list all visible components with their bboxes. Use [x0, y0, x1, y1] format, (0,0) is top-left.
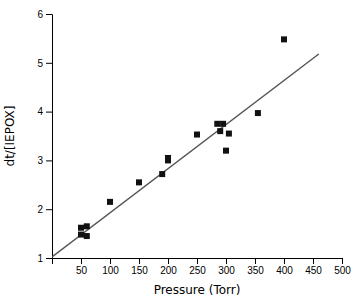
tick-mark	[46, 258, 52, 259]
tick-mark	[168, 258, 169, 264]
tick: 6	[37, 9, 52, 20]
tick-label: 1	[37, 253, 43, 264]
y-axis: 1 2 3 4 5 6	[37, 9, 52, 264]
tick-label: 2	[37, 204, 43, 215]
tick-label: 250	[189, 265, 206, 276]
data-point	[84, 233, 90, 239]
data-point	[84, 223, 90, 229]
tick: 250	[189, 258, 206, 276]
tick-mark	[139, 258, 140, 264]
axis-line	[46, 15, 53, 259]
tick: 450	[305, 258, 322, 276]
plot-area: 50 100 150 200 250 300 350 400 450 500 1 2 3 4 5 6	[37, 9, 351, 276]
data-point	[136, 179, 142, 185]
tick: 500	[334, 258, 351, 276]
tick: 350	[247, 258, 264, 276]
tick-label: 300	[218, 265, 235, 276]
tick-mark	[197, 258, 198, 264]
tick-label: 50	[76, 265, 88, 276]
tick-label: 6	[37, 9, 43, 20]
tick-mark	[46, 160, 52, 161]
data-point	[165, 155, 171, 161]
data-point	[223, 148, 229, 154]
data-point	[78, 225, 84, 231]
x-axis: 50 100 150 200 250 300 350 400 450 500	[53, 258, 352, 276]
data-point	[226, 131, 232, 137]
tick-mark	[255, 258, 256, 264]
data-point	[194, 132, 200, 138]
tick: 3	[37, 155, 52, 166]
tick-mark	[342, 258, 343, 264]
tick: 200	[160, 258, 177, 276]
data-point	[78, 232, 84, 238]
tick: 1	[37, 253, 52, 264]
axis-line	[53, 259, 343, 265]
chart: 50 100 150 200 250 300 350 400 450 500 1 2 3 4 5 6 Press…	[0, 0, 360, 302]
tick-label: 3	[37, 155, 43, 166]
tick: 100	[102, 258, 119, 276]
tick-mark	[46, 14, 52, 15]
data-point	[214, 121, 220, 127]
data-point	[159, 171, 165, 177]
tick: 150	[131, 258, 148, 276]
tick-mark	[46, 63, 52, 64]
tick-mark	[81, 258, 82, 264]
data-point	[217, 128, 223, 134]
tick-mark	[226, 258, 227, 264]
tick: 50	[76, 258, 88, 276]
tick-label: 4	[37, 106, 43, 117]
tick: 2	[37, 204, 52, 215]
tick-label: 100	[102, 265, 119, 276]
tick: 300	[218, 258, 235, 276]
tick: 400	[276, 258, 293, 276]
tick-mark	[313, 258, 314, 264]
tick-mark	[110, 258, 111, 264]
tick-label: 150	[131, 265, 148, 276]
tick-label: 5	[37, 58, 43, 69]
tick-label: 350	[247, 265, 264, 276]
x-axis-title: Pressure (Torr)	[154, 283, 241, 297]
data-point	[281, 36, 287, 42]
tick: 5	[37, 58, 52, 69]
tick-label: 500	[334, 265, 351, 276]
data-point	[107, 199, 113, 205]
tick-mark	[284, 258, 285, 264]
tick-mark	[46, 112, 52, 113]
tick-label: 400	[276, 265, 293, 276]
y-axis-title: dt/[IEPOX]	[3, 106, 17, 167]
fit-line	[52, 54, 319, 257]
data-point	[220, 121, 226, 127]
tick-label: 450	[305, 265, 322, 276]
data-point	[255, 110, 261, 116]
tick-label: 200	[160, 265, 177, 276]
tick-mark	[46, 209, 52, 210]
marks	[52, 36, 319, 257]
tick: 4	[37, 106, 52, 117]
